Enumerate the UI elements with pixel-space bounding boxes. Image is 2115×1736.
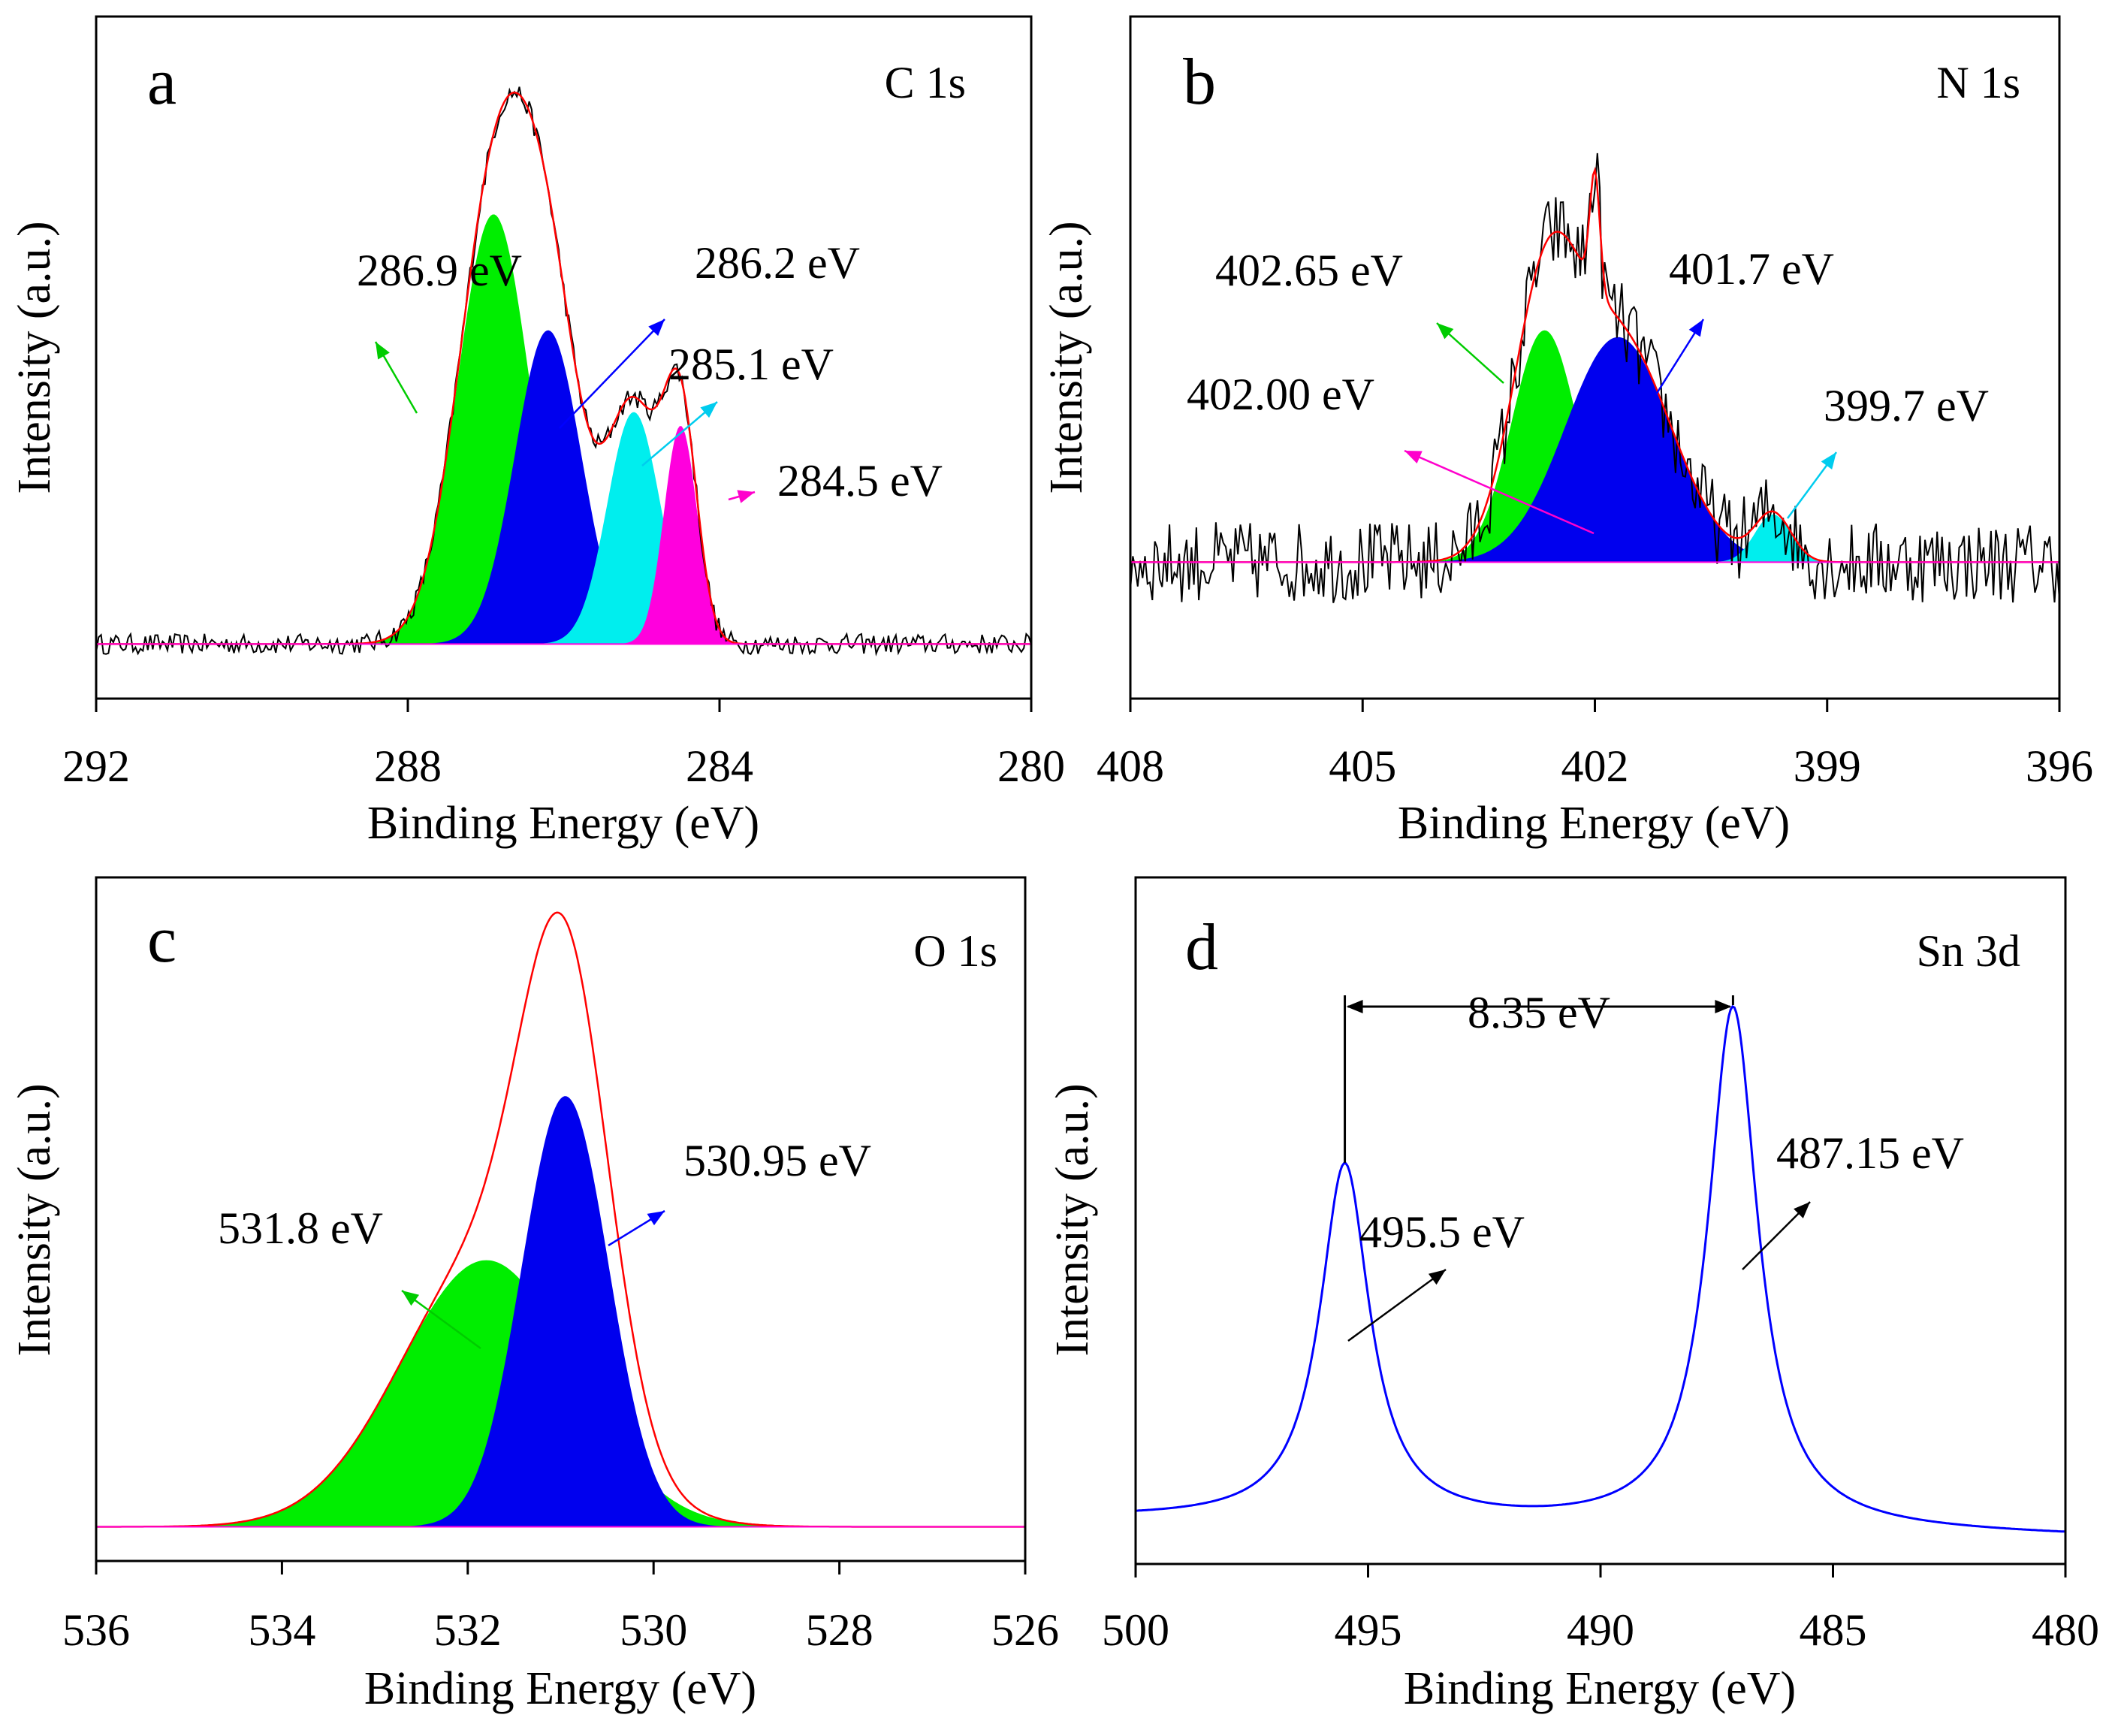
panel-a-letter: a (147, 46, 177, 119)
panel-d-tick-label: 485 (1800, 1605, 1867, 1655)
panel-c-plot (96, 911, 1025, 1528)
panel-a-component-2-label: 286.2 eV (695, 238, 860, 288)
panel-d-frame (1134, 876, 2067, 1565)
panel-d-ticks: 500 495 490 485 480 (1102, 1564, 2099, 1655)
panel-d-tick-label: 500 (1102, 1605, 1169, 1655)
panel-c-annotations: 531.8 eV 530.95 eV (218, 1136, 871, 1350)
panel-b-component-4-arrowhead (1821, 452, 1836, 470)
panel-b-component-1-label: 402.65 eV (1215, 246, 1403, 295)
panel-d-tick-label: 490 (1567, 1605, 1634, 1655)
peak-arrowhead-495 (1428, 1270, 1446, 1285)
panel-a-xlabel: Binding Energy (eV) (367, 798, 759, 849)
panel-c-tick-label: 536 (62, 1605, 130, 1655)
panel-a-tick-label: 280 (997, 741, 1065, 791)
panel-c-frame (95, 876, 1027, 1562)
panel-b: b N 1s Binding Energy (eV) Intensity (a.… (1041, 15, 2093, 849)
peak-label-487: 487.15 eV (1776, 1128, 1964, 1178)
panel-a-component-4-label: 284.5 eV (777, 456, 943, 506)
panel-a-component-3-arrowhead (700, 402, 717, 418)
panel-b-tick-label: 396 (2026, 741, 2093, 791)
peak-label-495: 495.5 eV (1359, 1207, 1525, 1257)
panel-d-annotations: 8.35 eV 495.5 eV 487.15 eV (1344, 988, 1964, 1342)
panel-d-tick-label: 480 (2032, 1605, 2099, 1655)
panel-c: c O 1s Binding Energy (eV) Intensity (a.… (9, 876, 1059, 1714)
panel-c-xlabel: Binding Energy (eV) (364, 1663, 756, 1714)
panel-a: a C 1s Binding Energy (eV) Intensity (a.… (9, 15, 1065, 849)
panel-b-annotations: 402.65 eV 402.00 eV 401.7 eV 399.7 eV (1187, 244, 1989, 535)
panel-a-ticks: 292 288 284 280 (62, 699, 1065, 791)
panel-a-component-4-arrowhead (737, 490, 755, 503)
peak-arrowhead-487 (1794, 1202, 1810, 1218)
panel-a-tick-label: 292 (62, 741, 130, 791)
panel-b-tick-label: 408 (1097, 741, 1164, 791)
panel-a-component-1-label: 286.9 eV (357, 246, 522, 295)
panel-b-letter: b (1183, 46, 1216, 119)
panel-a-frame (95, 15, 1033, 700)
panel-c-tick-label: 530 (620, 1605, 687, 1655)
panel-a-title: C 1s (885, 58, 966, 107)
panel-b-raw-data-line (1130, 152, 2060, 603)
panel-c-tick-label: 532 (434, 1605, 502, 1655)
panel-d-ylabel: Intensity (a.u.) (1047, 1083, 1098, 1356)
panel-a-tick-label: 288 (374, 741, 442, 791)
panel-b-tick-label: 405 (1329, 741, 1396, 791)
panel-c-tick-label: 526 (991, 1605, 1059, 1655)
panel-b-component-2-arrow (1404, 449, 1595, 535)
panel-c-ylabel: Intensity (a.u.) (9, 1083, 60, 1356)
panel-b-component-3-label: 401.7 eV (1669, 244, 1834, 294)
splitting-arrow-left (1346, 1000, 1363, 1013)
panel-c-component-2-label: 530.95 eV (683, 1136, 871, 1185)
panel-b-plot (1130, 152, 2060, 603)
panel-b-tick-label: 399 (1794, 741, 1861, 791)
panel-c-tick-label: 528 (806, 1605, 873, 1655)
panel-c-component-2-arrowhead (647, 1211, 665, 1226)
panel-b-title: N 1s (1936, 58, 2020, 107)
peak-arrow-495 (1347, 1268, 1447, 1342)
panel-d-title: Sn 3d (1917, 926, 2020, 976)
panel-a-component-2-arrowhead (648, 319, 665, 337)
panel-a-component-3-label: 285.1 eV (668, 340, 834, 389)
panel-b-component-3-fill (1130, 337, 2059, 563)
panel-c-component-1-label: 531.8 eV (218, 1203, 383, 1253)
panel-d-plot (1135, 1004, 2066, 1533)
panel-c-title: O 1s (913, 926, 997, 976)
panel-b-component-2-arrowhead (1404, 451, 1423, 464)
panel-b-xlabel: Binding Energy (eV) (1398, 798, 1790, 849)
panel-a-ylabel: Intensity (a.u.) (9, 221, 60, 494)
panel-a-annotations: 286.9 eV 286.2 eV 285.1 eV 284.5 eV (357, 238, 943, 506)
panel-c-ticks: 536 534 532 530 528 526 (62, 1561, 1059, 1655)
splitting-label: 8.35 eV (1468, 988, 1610, 1037)
panel-a-tick-label: 284 (686, 741, 753, 791)
panel-a-component-2-arrow (559, 319, 665, 429)
panel-d: d Sn 3d Binding Energy (eV) Intensity (a… (1047, 876, 2099, 1714)
panel-c-component-2-fill (96, 1096, 1025, 1527)
panel-c-tick-label: 534 (248, 1605, 315, 1655)
panel-d-xlabel: Binding Energy (eV) (1404, 1663, 1796, 1714)
panel-b-component-4-label: 399.7 eV (1824, 381, 1989, 430)
panel-c-component-1-arrowhead (402, 1291, 420, 1306)
panel-a-plot (95, 86, 1032, 657)
panel-b-ylabel: Intensity (a.u.) (1041, 221, 1092, 494)
panel-c-letter: c (147, 904, 177, 977)
panel-a-component-2-fill (96, 330, 1031, 645)
panel-d-letter: d (1185, 911, 1218, 984)
splitting-arrow-right (1715, 1000, 1732, 1013)
panel-a-component-1-arrowhead (376, 342, 390, 360)
panel-b-frame (1129, 15, 2061, 700)
panel-d-spectrum-line (1135, 1004, 2066, 1533)
panel-b-component-3-arrowhead (1688, 319, 1703, 337)
panel-b-ticks: 408 405 402 399 396 (1097, 699, 2093, 791)
panel-b-component-1-arrowhead (1437, 323, 1454, 340)
panel-d-tick-label: 495 (1335, 1605, 1402, 1655)
panel-b-tick-label: 402 (1561, 741, 1629, 791)
panel-b-component-2-label: 402.00 eV (1187, 370, 1374, 419)
